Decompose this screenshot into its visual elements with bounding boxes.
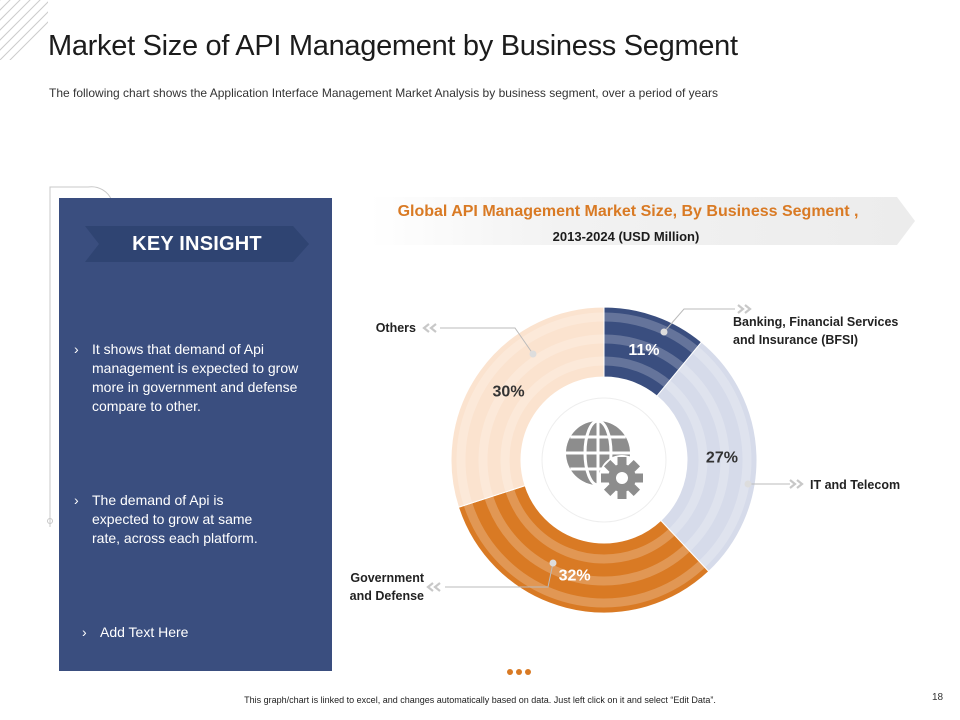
insight-bullet-line: more in government and defense	[92, 379, 298, 395]
donut-ring-decoration	[500, 356, 708, 564]
gear-hole	[616, 472, 628, 484]
chevron	[422, 323, 430, 333]
insight-bullet-1: › It shows that demand of Api management…	[74, 340, 324, 420]
chevron	[429, 323, 437, 333]
add-text-placeholder[interactable]: Add Text Here	[100, 624, 189, 640]
donut-inner-ring	[541, 397, 667, 523]
callout-leader-line	[663, 308, 735, 333]
slice-category-label: IT and Telecom	[810, 478, 900, 492]
callout-dot	[744, 480, 752, 488]
slice-category-label: Banking, Financial Services	[733, 315, 898, 329]
insight-bullet-text: It shows that demand of Api management i…	[92, 340, 298, 416]
slice-value-label: 30%	[493, 384, 525, 401]
globe-gear-icon	[566, 419, 645, 501]
slice-category-label: Government	[350, 571, 424, 585]
insight-bullet-line: expected to grow at same	[92, 511, 253, 527]
page-subtitle: The following chart shows the Applicatio…	[49, 86, 719, 100]
donut-ring-decoration	[478, 334, 730, 586]
insight-bullet-line: rate, across each platform.	[92, 530, 258, 546]
bullet-chevron-icon: ›	[82, 624, 87, 640]
bullet-chevron-icon: ›	[74, 492, 79, 508]
insight-bullet-2: › The demand of Api is expected to grow …	[74, 491, 324, 551]
slice-value-label: 32%	[559, 567, 591, 584]
double-chevron-right-icon	[737, 304, 752, 314]
insight-bullet-line: management is expected to grow	[92, 360, 299, 376]
callout-leader-line	[445, 562, 554, 588]
key-insight-heading: KEY INSIGHT	[132, 233, 262, 255]
chevron	[796, 479, 804, 489]
chevron	[744, 304, 752, 314]
decorative-bracket	[47, 186, 113, 527]
gear-tooth	[617, 489, 627, 499]
insight-bullet-line: The demand of Api is	[92, 492, 224, 508]
insight-bullet-3[interactable]: › Add Text Here	[82, 623, 322, 643]
slice-category-label: Others	[376, 321, 416, 335]
callout-leader-line	[440, 327, 534, 355]
chart-title: Global API Management Market Size, By Bu…	[397, 203, 859, 220]
slice-value-label: 27%	[706, 449, 738, 466]
key-insight-banner	[85, 226, 309, 262]
chevron	[789, 479, 797, 489]
chevron	[433, 582, 441, 592]
more-dots-icon	[507, 669, 531, 675]
footer-note: This graph/chart is linked to excel, and…	[244, 695, 716, 705]
callout-dot	[529, 350, 537, 358]
slice-category-label: and Insurance (BFSI)	[733, 333, 858, 347]
double-chevron-left-icon	[426, 582, 441, 592]
page-title: Market Size of API Management by Busines…	[48, 30, 738, 62]
corner-hatch-decoration	[0, 0, 48, 60]
page-number: 18	[932, 692, 944, 703]
donut-ring-decoration	[456, 312, 752, 608]
chevron	[737, 304, 745, 314]
slice-category-label: and Defense	[350, 589, 424, 603]
insight-bullet-line: compare to other.	[92, 398, 201, 414]
double-chevron-right-icon	[789, 479, 804, 489]
callout-dot	[549, 559, 557, 567]
insight-bullet-text: The demand of Api is expected to grow at…	[92, 491, 258, 548]
bullet-chevron-icon: ›	[74, 341, 79, 357]
double-chevron-left-icon	[422, 323, 437, 333]
chart-subtitle: 2013-2024 (USD Million)	[552, 229, 700, 244]
chevron	[426, 582, 434, 592]
insight-bullet-line: It shows that demand of Api	[92, 341, 264, 357]
callout-dot	[660, 328, 668, 336]
gear-tooth	[617, 457, 627, 467]
key-insight-panel	[59, 198, 332, 671]
slice-value-label: 11%	[628, 342, 659, 359]
chart-title-banner	[370, 197, 915, 245]
